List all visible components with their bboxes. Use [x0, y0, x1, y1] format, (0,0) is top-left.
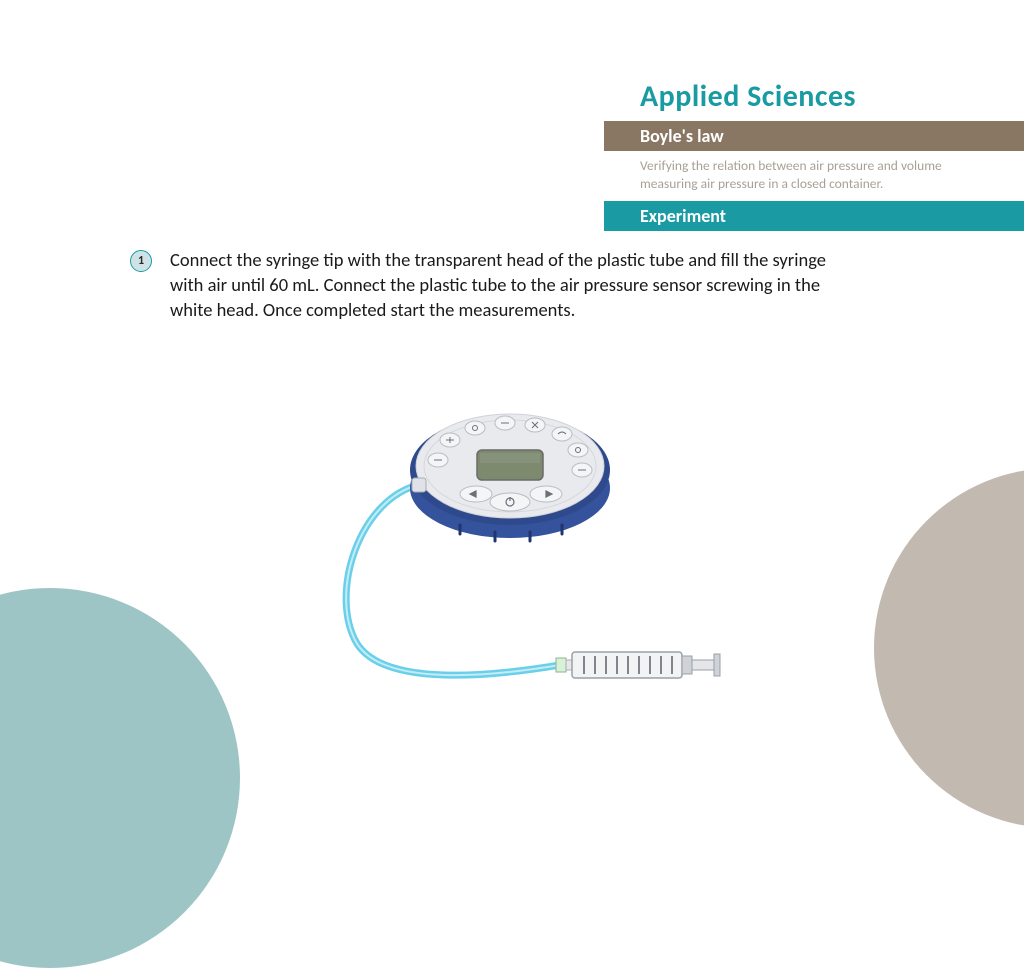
section-label: Experiment: [640, 205, 726, 227]
syringe: [572, 652, 720, 678]
decor-blob-bottom-left: [0, 588, 240, 968]
sensor-port: [412, 478, 426, 492]
step-number-badge: 1: [130, 250, 152, 272]
step-text: Connect the syringe tip with the transpa…: [170, 248, 850, 323]
apparatus-svg: [300, 390, 730, 700]
topic-subtitle: Verifying the relation between air press…: [604, 151, 1004, 201]
step-row: 1 Connect the syringe tip with the trans…: [130, 248, 870, 323]
topic-banner: Boyle's law: [604, 121, 1024, 151]
topic-label: Boyle's law: [640, 125, 724, 147]
section-banner: Experiment: [604, 201, 1024, 231]
syringe-connector: [556, 658, 572, 672]
decor-blob-bottom-right: [874, 468, 1024, 828]
screen-glare: [480, 453, 540, 463]
brand-title: Applied Sciences: [640, 78, 1024, 115]
header: Applied Sciences Boyle's law Verifying t…: [604, 78, 1024, 231]
apparatus-diagram: [300, 390, 730, 700]
